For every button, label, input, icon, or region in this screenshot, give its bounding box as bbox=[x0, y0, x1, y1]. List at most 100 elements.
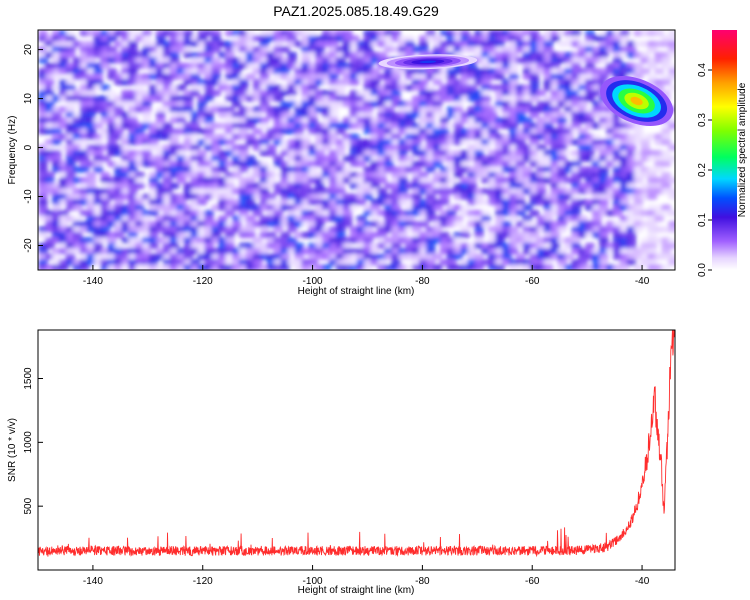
heatmap-cell bbox=[190, 204, 201, 211]
heatmap-cell bbox=[640, 144, 651, 151]
heatmap-cell bbox=[342, 210, 353, 217]
heatmap-cell bbox=[280, 253, 291, 260]
heatmap-cell bbox=[425, 210, 436, 217]
y-tick-label: 500 bbox=[23, 497, 34, 514]
heatmap-cell bbox=[287, 237, 298, 244]
heatmap-cell bbox=[93, 122, 104, 129]
heatmap-cell bbox=[259, 122, 270, 129]
heatmap-cell bbox=[44, 144, 55, 151]
heatmap-cell bbox=[259, 139, 270, 146]
heatmap-cell bbox=[404, 35, 415, 42]
heatmap-cell bbox=[204, 215, 215, 222]
heatmap-cell bbox=[432, 253, 443, 260]
heatmap-cell bbox=[661, 133, 672, 140]
heatmap-cell bbox=[481, 220, 492, 228]
heatmap-cell bbox=[529, 73, 540, 80]
colorbar-ticks: 0.0 0.1 0.2 0.3 0.4 bbox=[697, 63, 712, 277]
heatmap-cell bbox=[259, 248, 270, 255]
heatmap-cell bbox=[481, 90, 492, 97]
heatmap-cell bbox=[529, 30, 540, 37]
heatmap-cell bbox=[668, 253, 675, 260]
heatmap-cell bbox=[266, 177, 277, 184]
heatmap-cell bbox=[162, 122, 173, 129]
heatmap-cell bbox=[58, 220, 69, 228]
heatmap-cell bbox=[571, 35, 582, 42]
heatmap-cell bbox=[51, 253, 62, 260]
heatmap-cell bbox=[301, 57, 312, 64]
heatmap-cell bbox=[356, 160, 367, 168]
heatmap-cell bbox=[481, 210, 492, 217]
heatmap-cell bbox=[44, 79, 55, 86]
colorbar-tick-label: 0.0 bbox=[697, 263, 708, 277]
heatmap-cell bbox=[626, 46, 637, 53]
heatmap-cell bbox=[51, 128, 62, 135]
heatmap-cell bbox=[51, 139, 62, 146]
heatmap-cell bbox=[377, 51, 388, 59]
heatmap-cell bbox=[494, 237, 505, 244]
heatmap-cell bbox=[176, 199, 187, 206]
heatmap-cell bbox=[654, 68, 665, 75]
heatmap-cell bbox=[245, 40, 256, 48]
spectrogram-x-ticks: -140 -120 -100 -80 -60 -40 bbox=[83, 265, 650, 287]
heatmap-cell bbox=[446, 73, 457, 80]
heatmap-cell bbox=[377, 177, 388, 184]
heatmap-cell bbox=[224, 193, 235, 200]
heatmap-cell bbox=[245, 73, 256, 80]
heatmap-cell bbox=[218, 215, 228, 222]
heatmap-cell bbox=[598, 51, 609, 59]
heatmap-cell bbox=[245, 226, 256, 233]
heatmap-cell bbox=[432, 204, 443, 211]
heatmap-cell bbox=[598, 259, 609, 266]
heatmap-cell bbox=[38, 259, 48, 266]
heatmap-cell bbox=[550, 231, 561, 239]
heatmap-cell bbox=[633, 177, 644, 184]
heatmap-cell bbox=[266, 79, 277, 86]
heatmap-cell bbox=[619, 128, 630, 135]
heatmap-cell bbox=[584, 40, 595, 48]
heatmap-cell bbox=[100, 226, 111, 233]
heatmap-cell bbox=[169, 139, 180, 146]
heatmap-cell bbox=[224, 106, 235, 113]
heatmap-cell bbox=[439, 171, 450, 179]
heatmap-cell bbox=[169, 51, 180, 59]
heatmap-cell bbox=[335, 57, 346, 64]
heatmap-cell bbox=[266, 231, 277, 239]
heatmap-cell bbox=[93, 160, 104, 168]
heatmap-cell bbox=[508, 73, 519, 80]
heatmap-cell bbox=[287, 57, 298, 64]
heatmap-cell bbox=[557, 259, 568, 266]
snr-x-label: Height of straight line (km) bbox=[298, 585, 415, 596]
heatmap-cell bbox=[51, 204, 62, 211]
heatmap-cell bbox=[668, 177, 675, 184]
heatmap-cell bbox=[370, 248, 381, 255]
heatmap-cell bbox=[661, 204, 672, 211]
heatmap-cell bbox=[619, 30, 630, 37]
heatmap-cell bbox=[259, 160, 270, 168]
heatmap-cell bbox=[668, 84, 675, 91]
heatmap-cell bbox=[155, 35, 166, 42]
heatmap-cell bbox=[38, 30, 48, 37]
heatmap-cell bbox=[550, 35, 561, 42]
heatmap-cell bbox=[204, 117, 215, 124]
heatmap-cell bbox=[398, 171, 408, 179]
heatmap-cell bbox=[453, 171, 464, 179]
heatmap-cell bbox=[668, 188, 675, 195]
heatmap-cell bbox=[432, 35, 443, 42]
heatmap-cell bbox=[453, 253, 464, 260]
heatmap-cell bbox=[529, 79, 540, 86]
heatmap-cell bbox=[308, 166, 318, 173]
x-tick-label: -140 bbox=[83, 576, 103, 587]
spectral-feature-1 bbox=[419, 60, 437, 64]
heatmap-cell bbox=[134, 128, 145, 135]
heatmap-cell bbox=[481, 62, 492, 69]
heatmap-cell bbox=[51, 150, 62, 157]
heatmap-cell bbox=[363, 106, 374, 113]
heatmap-cell bbox=[557, 117, 568, 124]
heatmap-cell bbox=[169, 133, 180, 140]
heatmap-cell bbox=[58, 57, 69, 64]
heatmap-cell bbox=[231, 171, 242, 179]
heatmap-cell bbox=[44, 242, 55, 249]
heatmap-cell bbox=[314, 182, 325, 189]
